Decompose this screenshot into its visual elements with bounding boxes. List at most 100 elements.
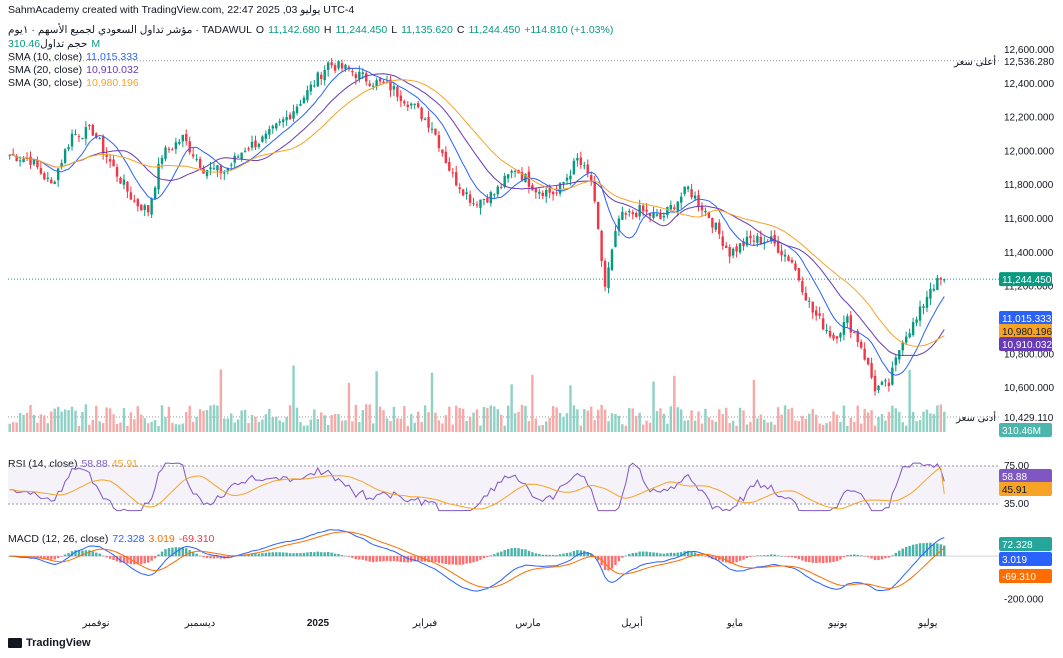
macd-hist-bar (351, 556, 354, 558)
volume-bar (271, 417, 274, 432)
candle-body (614, 231, 617, 248)
price-axis: 12,600.000 12,400.000 12,200.000 12,000.000… (953, 45, 1054, 424)
macd-hist-bar (150, 556, 153, 561)
macd-hist-bar (911, 544, 915, 557)
candle-body (174, 142, 178, 150)
volume-bar (288, 405, 292, 432)
volume-bar (39, 414, 43, 432)
volume-bar (56, 406, 60, 432)
volume-bar (506, 405, 510, 432)
volume-bar (174, 424, 178, 432)
macd-hist-bar (382, 556, 385, 562)
macd-hist-bar (558, 554, 562, 557)
volume-bar (880, 413, 884, 432)
volume-bar (385, 418, 389, 432)
candle-body (776, 241, 780, 253)
macd-hist-bar (697, 553, 700, 557)
volume-bar (669, 406, 673, 432)
macd-hist-bar (846, 555, 849, 557)
macd-hist-bar (510, 548, 513, 557)
volume-bar (517, 412, 520, 432)
high-marker-label: أعلى سعر (953, 55, 996, 68)
volume-bar (98, 421, 101, 432)
macd-hist-bar (700, 555, 704, 557)
candle-body (330, 62, 333, 66)
volume-bar (150, 422, 153, 432)
macd-hist-bar (718, 556, 721, 561)
macd-hist-bar (105, 556, 108, 558)
macd-hist-bar (371, 556, 375, 563)
candle-body (441, 149, 444, 154)
candle-body (181, 134, 185, 142)
macd-hist-bar (652, 552, 655, 557)
macd-hist-bar (268, 552, 271, 557)
macd-pane: -200.000 (8, 529, 1044, 606)
volume-bar (181, 423, 185, 432)
candle-body (894, 357, 898, 366)
macd-hist-bar (250, 553, 254, 557)
candle-body (461, 189, 465, 196)
candle-body (91, 124, 95, 136)
volume-bar (652, 381, 655, 432)
macd-hist-bar (898, 550, 901, 557)
candle-body (250, 141, 254, 148)
close-value: 11,244.450 (468, 24, 521, 36)
candle-body (188, 141, 191, 153)
macd-hist-bar (551, 555, 555, 557)
volume-bar (545, 421, 548, 432)
macd-hist-bar (191, 552, 195, 557)
macd-hist-bar (891, 555, 894, 557)
macd-hist-bar (50, 556, 53, 560)
volume-bar (631, 408, 634, 432)
macd-hist-bar (811, 556, 814, 563)
macd-hist-bar (534, 553, 538, 557)
volume-bar (628, 408, 631, 432)
macd-hist-bar (461, 556, 465, 565)
low-value: 11,135.620 (401, 24, 453, 36)
candle-body (153, 187, 157, 199)
volume-bar (873, 425, 877, 432)
rsi-tick: 35.00 (1004, 499, 1029, 510)
macd-hist-bar (711, 556, 714, 559)
low-marker-label: أدنى سعر (955, 411, 996, 424)
candle-body (53, 181, 56, 184)
low-label: L (391, 24, 398, 36)
macd-hist-bar (396, 556, 399, 562)
volume-bar (911, 411, 915, 432)
volume-bar (936, 405, 939, 432)
candle-body (320, 74, 323, 79)
candle-body (624, 213, 628, 215)
volume-bar (558, 412, 562, 432)
candle-body (635, 212, 638, 218)
candle-body (95, 133, 98, 139)
candle-body (773, 234, 776, 244)
macd-hist-bar (531, 552, 534, 557)
candle-body (873, 375, 877, 392)
macd-hist-bar (247, 554, 250, 557)
candle-body (416, 103, 420, 108)
candle-body (849, 315, 853, 333)
candle-body (891, 367, 894, 385)
candle-body (662, 215, 666, 218)
grid (8, 60, 1000, 418)
volume-bar (901, 422, 904, 432)
macd-hist-bar (441, 556, 444, 564)
macd-hist-bar (458, 556, 461, 565)
candle-body (520, 172, 524, 181)
volume-bar (108, 408, 112, 432)
candle-body (281, 119, 285, 123)
volume-bar (77, 425, 81, 432)
candle-body (264, 133, 268, 139)
volume-bar (603, 409, 607, 432)
volume-bar (666, 423, 669, 432)
candle-body (84, 127, 88, 139)
candle-body (565, 177, 569, 181)
candle-body (399, 95, 403, 102)
candle-body (171, 149, 174, 151)
macd-hist-bar (680, 552, 683, 557)
sma20-line (9, 73, 945, 357)
candle-body (866, 358, 870, 365)
volume-bar (839, 422, 842, 432)
volume-bar (320, 412, 323, 432)
